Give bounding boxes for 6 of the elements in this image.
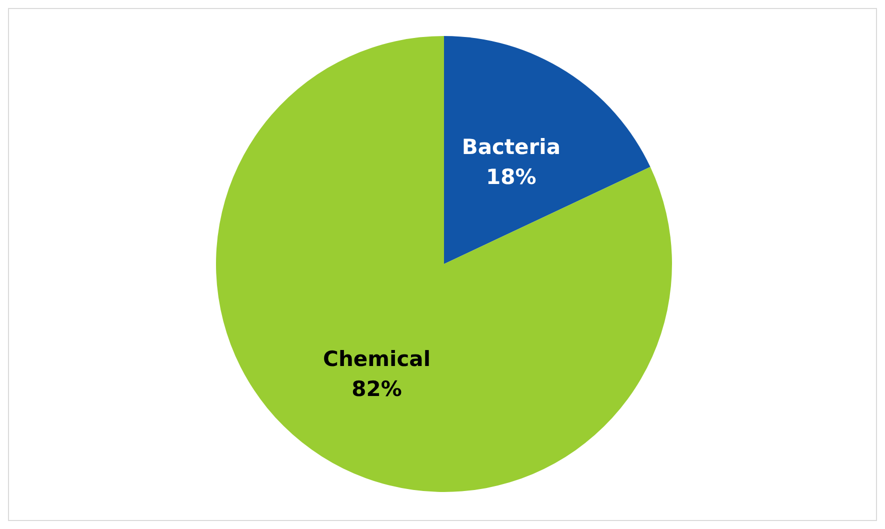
slice-label: Chemical — [323, 346, 431, 371]
slice-label: Bacteria — [462, 135, 561, 160]
data-label: 82% — [352, 376, 402, 401]
pie-slice — [444, 36, 650, 264]
pie-slice — [216, 36, 672, 492]
data-label: 18% — [486, 165, 536, 190]
